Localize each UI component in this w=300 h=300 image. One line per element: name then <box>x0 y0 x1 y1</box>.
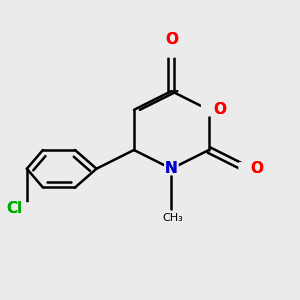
Text: CH₃: CH₃ <box>162 213 183 223</box>
Text: Cl: Cl <box>7 201 23 216</box>
FancyBboxPatch shape <box>18 202 36 216</box>
Text: O: O <box>165 32 178 47</box>
Text: N: N <box>165 161 178 176</box>
Text: O: O <box>250 161 263 176</box>
FancyBboxPatch shape <box>201 103 217 116</box>
Text: O: O <box>213 102 226 117</box>
Text: O: O <box>213 102 226 117</box>
FancyBboxPatch shape <box>164 162 179 175</box>
FancyBboxPatch shape <box>238 162 254 175</box>
Text: N: N <box>165 161 178 176</box>
Text: Cl: Cl <box>7 201 23 216</box>
FancyBboxPatch shape <box>164 44 179 58</box>
Text: O: O <box>165 32 178 47</box>
Text: O: O <box>250 161 263 176</box>
